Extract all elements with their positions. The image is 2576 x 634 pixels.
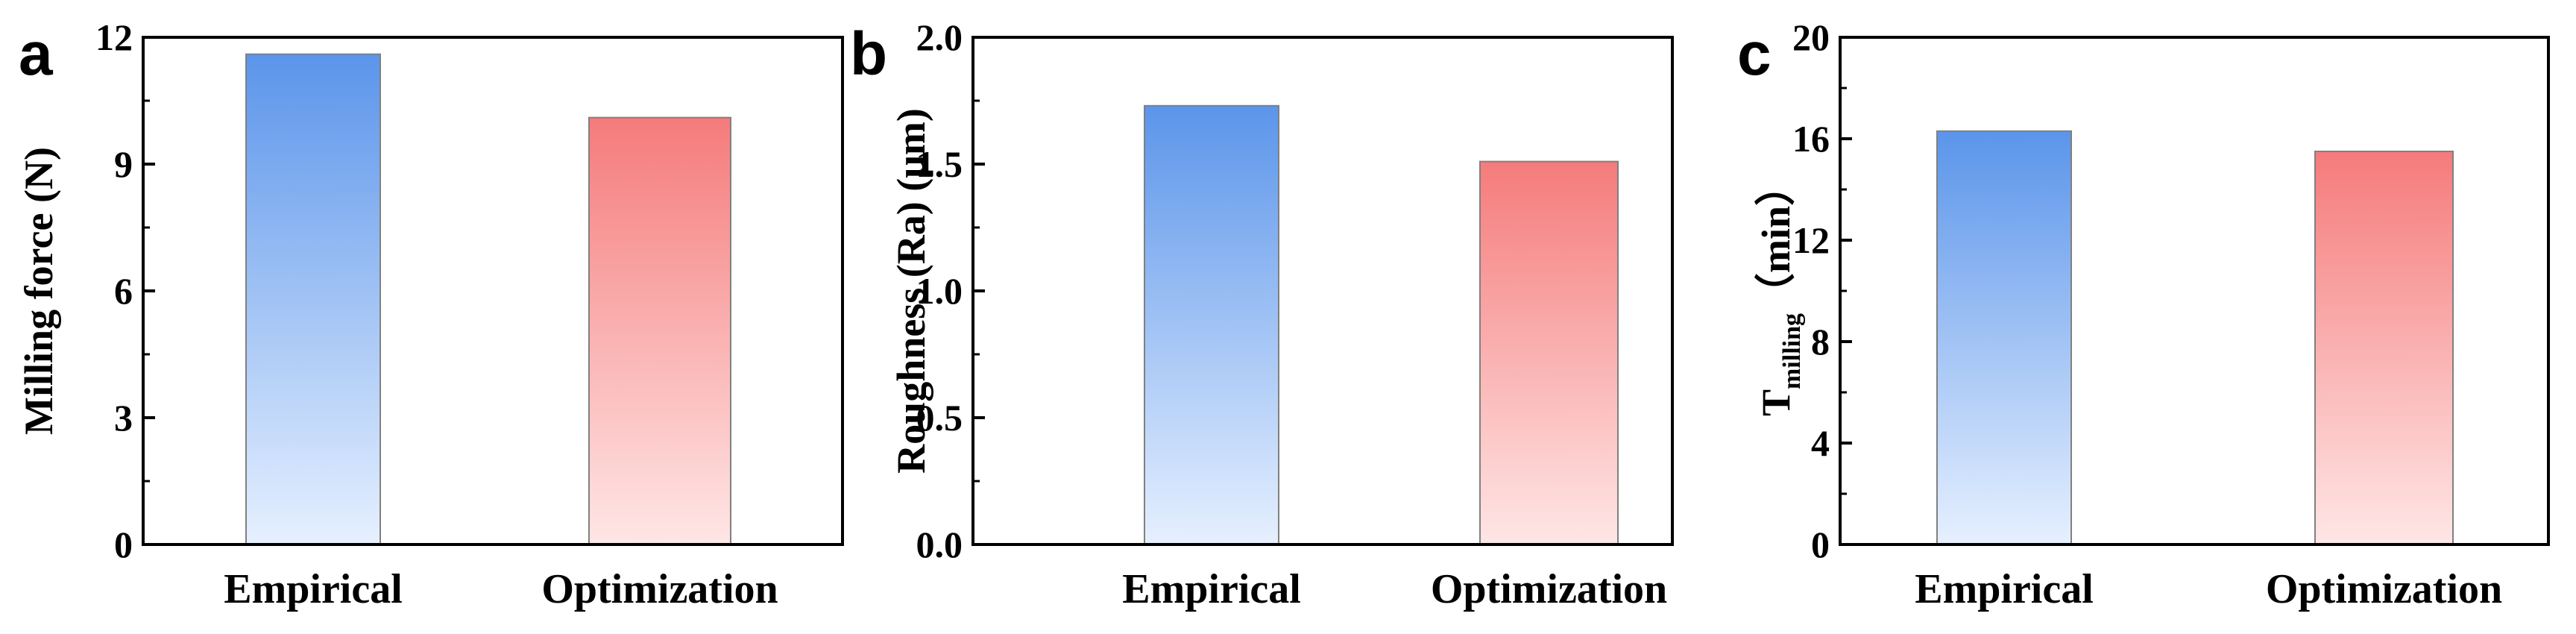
bar-empirical — [1936, 130, 2072, 546]
bar-optimization — [588, 116, 731, 545]
bar-optimization — [1479, 160, 1619, 546]
chart-panel-a: a Empirical Optimization 0 3 6 9 12 Milling forc… — [16, 16, 844, 612]
x-tick-label: Optimization — [1431, 566, 1667, 612]
y-tick-label: 0.5 — [916, 397, 963, 439]
y-tick-label: 8 — [1811, 321, 1830, 362]
y-axis-label-subscript: milling — [1778, 313, 1806, 389]
y-tick-label: 2.0 — [916, 16, 963, 58]
y-tick-label: 9 — [114, 143, 133, 185]
y-tick-label: 16 — [1792, 118, 1830, 160]
y-tick-label: 0 — [114, 524, 133, 565]
bar-empirical — [245, 53, 381, 545]
x-tick-label: Optimization — [541, 566, 778, 612]
panel-letter: b — [850, 20, 887, 88]
y-axis-label: Milling force (N) — [16, 147, 61, 435]
y-tick-label: 4 — [1811, 422, 1830, 464]
y-tick-label: 1.0 — [916, 270, 963, 312]
y-axis-label-unit: （min） — [1754, 166, 1798, 313]
y-tick-label: 12 — [95, 16, 133, 58]
bar-empirical — [1144, 104, 1279, 546]
chart-panel-b: b Empirical Optimization 0.0 0.5 1.0 1.5 2.0 Rou… — [850, 16, 1674, 612]
panel-letter: c — [1737, 20, 1772, 88]
y-axis-label-main: T — [1754, 389, 1798, 416]
chart-panel-c: c Empirical Optimization 0 4 8 12 16 20 Tmilling（… — [1737, 16, 2550, 612]
x-tick-label: Empirical — [1122, 566, 1301, 612]
y-tick-label: 20 — [1792, 16, 1830, 58]
y-tick-label: 1.5 — [916, 143, 963, 185]
x-tick-label: Empirical — [1915, 566, 2094, 612]
bar-optimization — [2314, 151, 2454, 545]
x-tick-label: Optimization — [2266, 566, 2502, 612]
y-tick-label: 6 — [114, 270, 133, 312]
y-tick-label: 12 — [1792, 219, 1830, 261]
x-tick-label: Empirical — [224, 566, 403, 612]
panel-letter: a — [19, 20, 54, 88]
y-axis-label: Tmilling（min） — [1754, 166, 1806, 416]
y-tick-label: 0.0 — [916, 524, 963, 565]
y-tick-label: 3 — [114, 397, 133, 439]
y-axis-label: Roughness (Ra) (μm) — [889, 108, 933, 474]
y-tick-label: 0 — [1811, 524, 1830, 565]
